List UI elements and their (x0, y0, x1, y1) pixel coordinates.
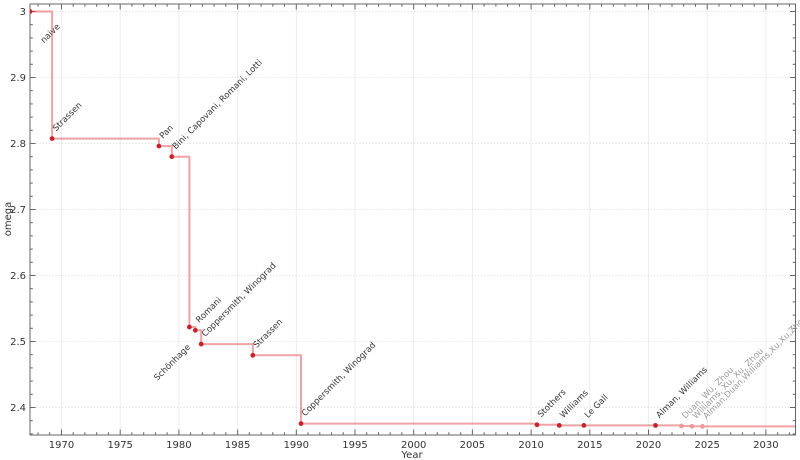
x-axis-title: Year (400, 450, 423, 460)
data-point (192, 327, 198, 333)
y-tick-label: 2.6 (10, 271, 26, 282)
data-point (556, 423, 562, 428)
x-tick-label: 2030 (753, 440, 778, 451)
x-tick-label: 2005 (460, 440, 485, 451)
x-tick-label: 2015 (577, 440, 602, 451)
point-label: Schönhage (152, 343, 192, 383)
y-gridlines (30, 11, 796, 408)
y-tick-labels: 3 2.9 2.8 2.7 2.6 2.5 2.4 (10, 7, 26, 414)
plot-border (29, 3, 796, 436)
y-tick-label: 2.8 (10, 139, 26, 150)
point-label: Alman,Duan,Williams,Xu,Xu,Zhou (702, 313, 800, 421)
data-point (700, 424, 705, 429)
x-tick-label: 1990 (284, 440, 309, 451)
y-tick-label: 2.4 (10, 403, 26, 414)
omega-series (30, 9, 796, 429)
data-point (250, 352, 256, 358)
data-point (653, 423, 658, 428)
data-point (49, 136, 55, 142)
data-point (30, 9, 33, 14)
point-label: Strassen (51, 101, 84, 134)
point-label: Williams, Xu, Xu, Zhou (691, 346, 766, 421)
x-tick-label: 2025 (694, 440, 719, 451)
data-point (679, 423, 684, 429)
data-point (689, 423, 695, 429)
x-tick-label: 2000 (401, 440, 426, 451)
x-tick-label: 1985 (225, 440, 250, 451)
x-tick-labels: 1970 1975 1980 1985 1990 1995 2000 2005 2010 2015… (49, 440, 779, 451)
y-tick-label: 2.5 (10, 337, 26, 348)
y-tick-label: 2.7 (10, 205, 26, 216)
y-tick-label: 3 (20, 7, 26, 18)
point-label: Coppersmith, Winograd (300, 341, 378, 419)
data-point (581, 423, 587, 428)
axis-ticks (30, 4, 796, 435)
x-gridlines (61, 4, 767, 435)
y-axis-title: omega (3, 202, 14, 237)
chart-generated-content: 1970 1975 1980 1985 1990 1995 2000 2005 2010 2015… (10, 3, 800, 451)
data-point (187, 324, 192, 330)
point-label: Bini, Capovani, Romani, Lotti (171, 58, 265, 152)
x-tick-label: 1980 (166, 440, 191, 451)
point-label: naive (39, 22, 62, 45)
point-label: Pan (158, 123, 176, 141)
data-point (198, 341, 204, 347)
y-tick-label: 2.9 (10, 73, 26, 84)
data-point (169, 154, 175, 160)
x-tick-label: 1975 (107, 440, 132, 451)
x-tick-label: 2020 (636, 440, 661, 451)
x-tick-label: 1970 (49, 440, 74, 451)
omega-step-line (30, 10, 796, 428)
point-label: Strassen (252, 317, 285, 350)
data-point (298, 421, 304, 426)
data-point (534, 422, 540, 428)
x-tick-label: 1995 (342, 440, 367, 451)
data-point (156, 143, 162, 149)
x-tick-label: 2010 (518, 440, 543, 451)
